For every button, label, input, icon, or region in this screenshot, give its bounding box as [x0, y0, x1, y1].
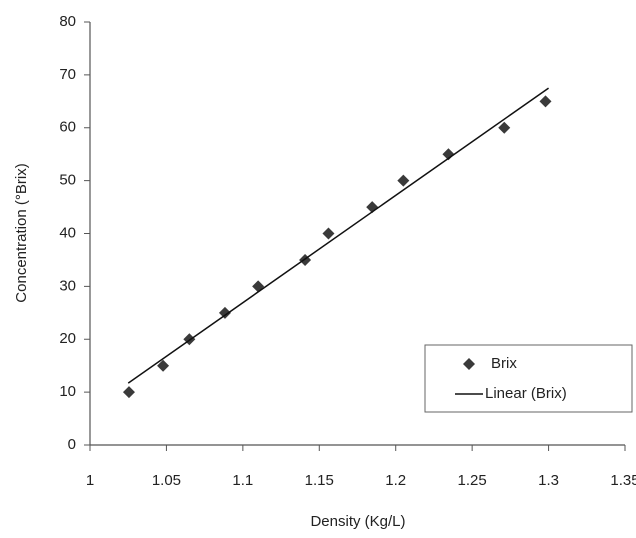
background	[0, 0, 636, 538]
x-tick-label: 1.3	[538, 472, 559, 489]
y-tick-label: 30	[59, 277, 76, 294]
x-tick-label: 1.2	[385, 472, 406, 489]
x-tick-label: 1.15	[305, 472, 334, 489]
legend-label: Brix	[491, 355, 517, 372]
legend-label: Linear (Brix)	[485, 385, 567, 402]
x-tick-label: 1.05	[152, 472, 181, 489]
x-tick-label: 1.35	[610, 472, 636, 489]
y-tick-label: 20	[59, 330, 76, 347]
chart: Density (Kg/L) Concentration (°Brix) 0 10…	[0, 0, 636, 538]
y-tick-label: 80	[59, 13, 76, 30]
y-tick-label: 60	[59, 119, 76, 136]
y-tick-label: 10	[59, 383, 76, 400]
y-tick-label: 0	[68, 436, 76, 453]
y-tick-label: 40	[59, 224, 76, 241]
x-tick-label: 1.1	[232, 472, 253, 489]
x-tick-label: 1.25	[458, 472, 487, 489]
y-tick-label: 50	[59, 172, 76, 189]
y-tick-label: 70	[59, 66, 76, 83]
y-axis-title: Concentration (°Brix)	[13, 163, 30, 302]
x-tick-label: 1	[86, 472, 94, 489]
x-axis-title: Density (Kg/L)	[310, 513, 405, 530]
